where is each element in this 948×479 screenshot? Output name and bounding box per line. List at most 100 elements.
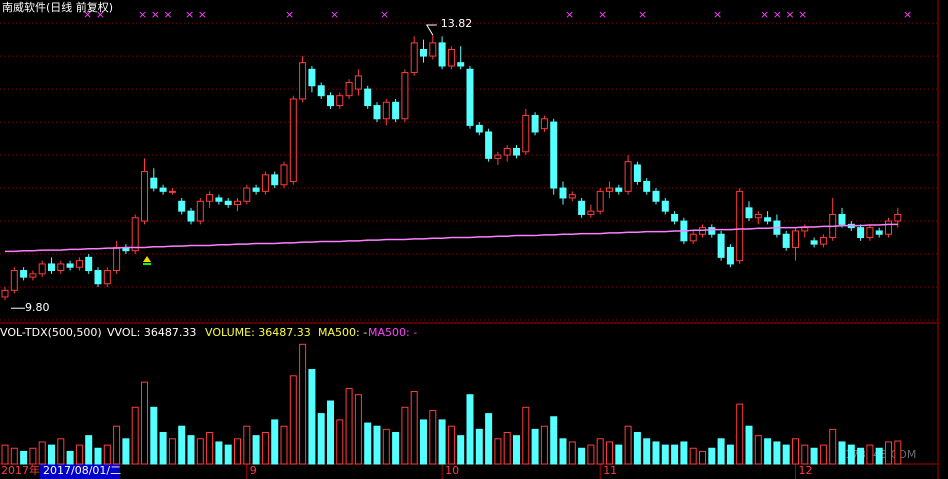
date-label: 2017/08/01/二: [43, 464, 121, 477]
candle-body: [38, 263, 46, 275]
candle-body: [187, 210, 195, 222]
candle-body: [364, 88, 372, 107]
volume-bar: [364, 422, 372, 465]
volume-bar: [345, 387, 353, 465]
x-tick-label: 9: [250, 464, 257, 477]
volume-bar: [20, 450, 28, 465]
volume-bar: [168, 438, 176, 465]
volume-bar: [410, 391, 418, 465]
volume-bar: [792, 438, 799, 465]
volume-bar: [568, 441, 576, 465]
volume-bar: [206, 432, 214, 465]
high-pointer: [425, 24, 437, 36]
volume-bar: [420, 419, 427, 465]
volume-bar: [75, 444, 83, 465]
volume-bar: [503, 432, 511, 465]
candle-body: [113, 246, 121, 272]
candle-body: [485, 131, 493, 159]
volume-bar: [401, 406, 409, 465]
candle-body: [345, 81, 353, 97]
volume-bar: [94, 447, 102, 465]
svg-text:×: ×: [285, 8, 294, 21]
volume-bar: [764, 438, 772, 465]
candle-body: [438, 42, 446, 67]
candle-body: [224, 200, 232, 206]
volume-bar: [159, 432, 167, 465]
candle-body: [754, 213, 762, 219]
candle-body: [336, 95, 344, 107]
volume-bar: [48, 444, 55, 465]
candle-body: [10, 270, 18, 291]
ma-line: [5, 223, 898, 253]
volume-bar: [187, 435, 195, 465]
volume-bar: [447, 425, 455, 465]
candle-body: [708, 227, 716, 235]
svg-text:× × ×: × × ×: [138, 8, 173, 21]
candle-body: [447, 48, 455, 67]
volume-bar: [652, 441, 660, 465]
candle-body: [736, 190, 744, 262]
volume-bar: [317, 413, 325, 465]
volume-bar: [438, 419, 446, 465]
volume-bar: [708, 447, 716, 465]
candle-body: [66, 263, 74, 268]
volume-bar: [838, 441, 846, 465]
candle-body: [57, 263, 65, 272]
candle-body: [540, 118, 548, 130]
candle-body: [271, 174, 279, 186]
candle-body: [857, 227, 865, 239]
volume-bar: [122, 438, 130, 465]
candle-body: [420, 48, 427, 57]
volume-bar: [829, 428, 837, 465]
volume-bar: [234, 438, 241, 465]
candle-body: [466, 68, 474, 126]
candle-body: [810, 240, 818, 245]
volume-bar: [699, 450, 706, 465]
candle-body: [587, 210, 595, 215]
candle-body: [875, 230, 883, 235]
svg-text:×: ×: [565, 8, 574, 21]
volume-bar: [429, 409, 437, 465]
candle-body: [299, 62, 307, 100]
x-tick-label: 12: [799, 464, 813, 477]
candle-body: [652, 190, 660, 202]
volume-bar: [485, 413, 493, 465]
volume-bar: [243, 425, 251, 465]
date-highlight: [40, 464, 120, 479]
candle-body: [550, 121, 558, 189]
candle-body: [494, 154, 502, 159]
candle-body: [633, 164, 641, 182]
volume-bar: [131, 406, 139, 465]
volume-bar: [299, 343, 307, 465]
candle-body: [522, 114, 530, 153]
candle-body: [615, 187, 623, 192]
candle-body: [568, 194, 576, 199]
volume-bar: [382, 428, 390, 465]
volume-bar: [196, 438, 204, 465]
candle-body: [782, 233, 790, 248]
volume-bar: [113, 425, 121, 465]
candle-body: [866, 227, 874, 239]
candle-body: [261, 174, 269, 192]
candle-body: [894, 213, 902, 222]
candle-body: [85, 256, 93, 272]
volume-bar: [308, 369, 316, 465]
volume-bar: [745, 425, 753, 465]
volume-bar: [578, 447, 586, 465]
candle-body: [578, 200, 586, 215]
candle-body: [764, 217, 772, 222]
candle-body: [745, 207, 753, 219]
volume-bar: [819, 444, 827, 465]
volume-bar: [633, 432, 641, 465]
svg-text:× ×: × ×: [83, 8, 105, 21]
volume-bar: [857, 447, 865, 465]
candle-body: [513, 147, 520, 156]
candle-body: [689, 233, 697, 242]
candle-body: [20, 270, 28, 278]
volume-legend: VOL-TDX(500,500): [0, 326, 102, 339]
volume-bar: [810, 447, 818, 465]
volume-bar: [29, 447, 37, 465]
volume-bar: [736, 403, 744, 465]
candle-body: [792, 230, 799, 248]
